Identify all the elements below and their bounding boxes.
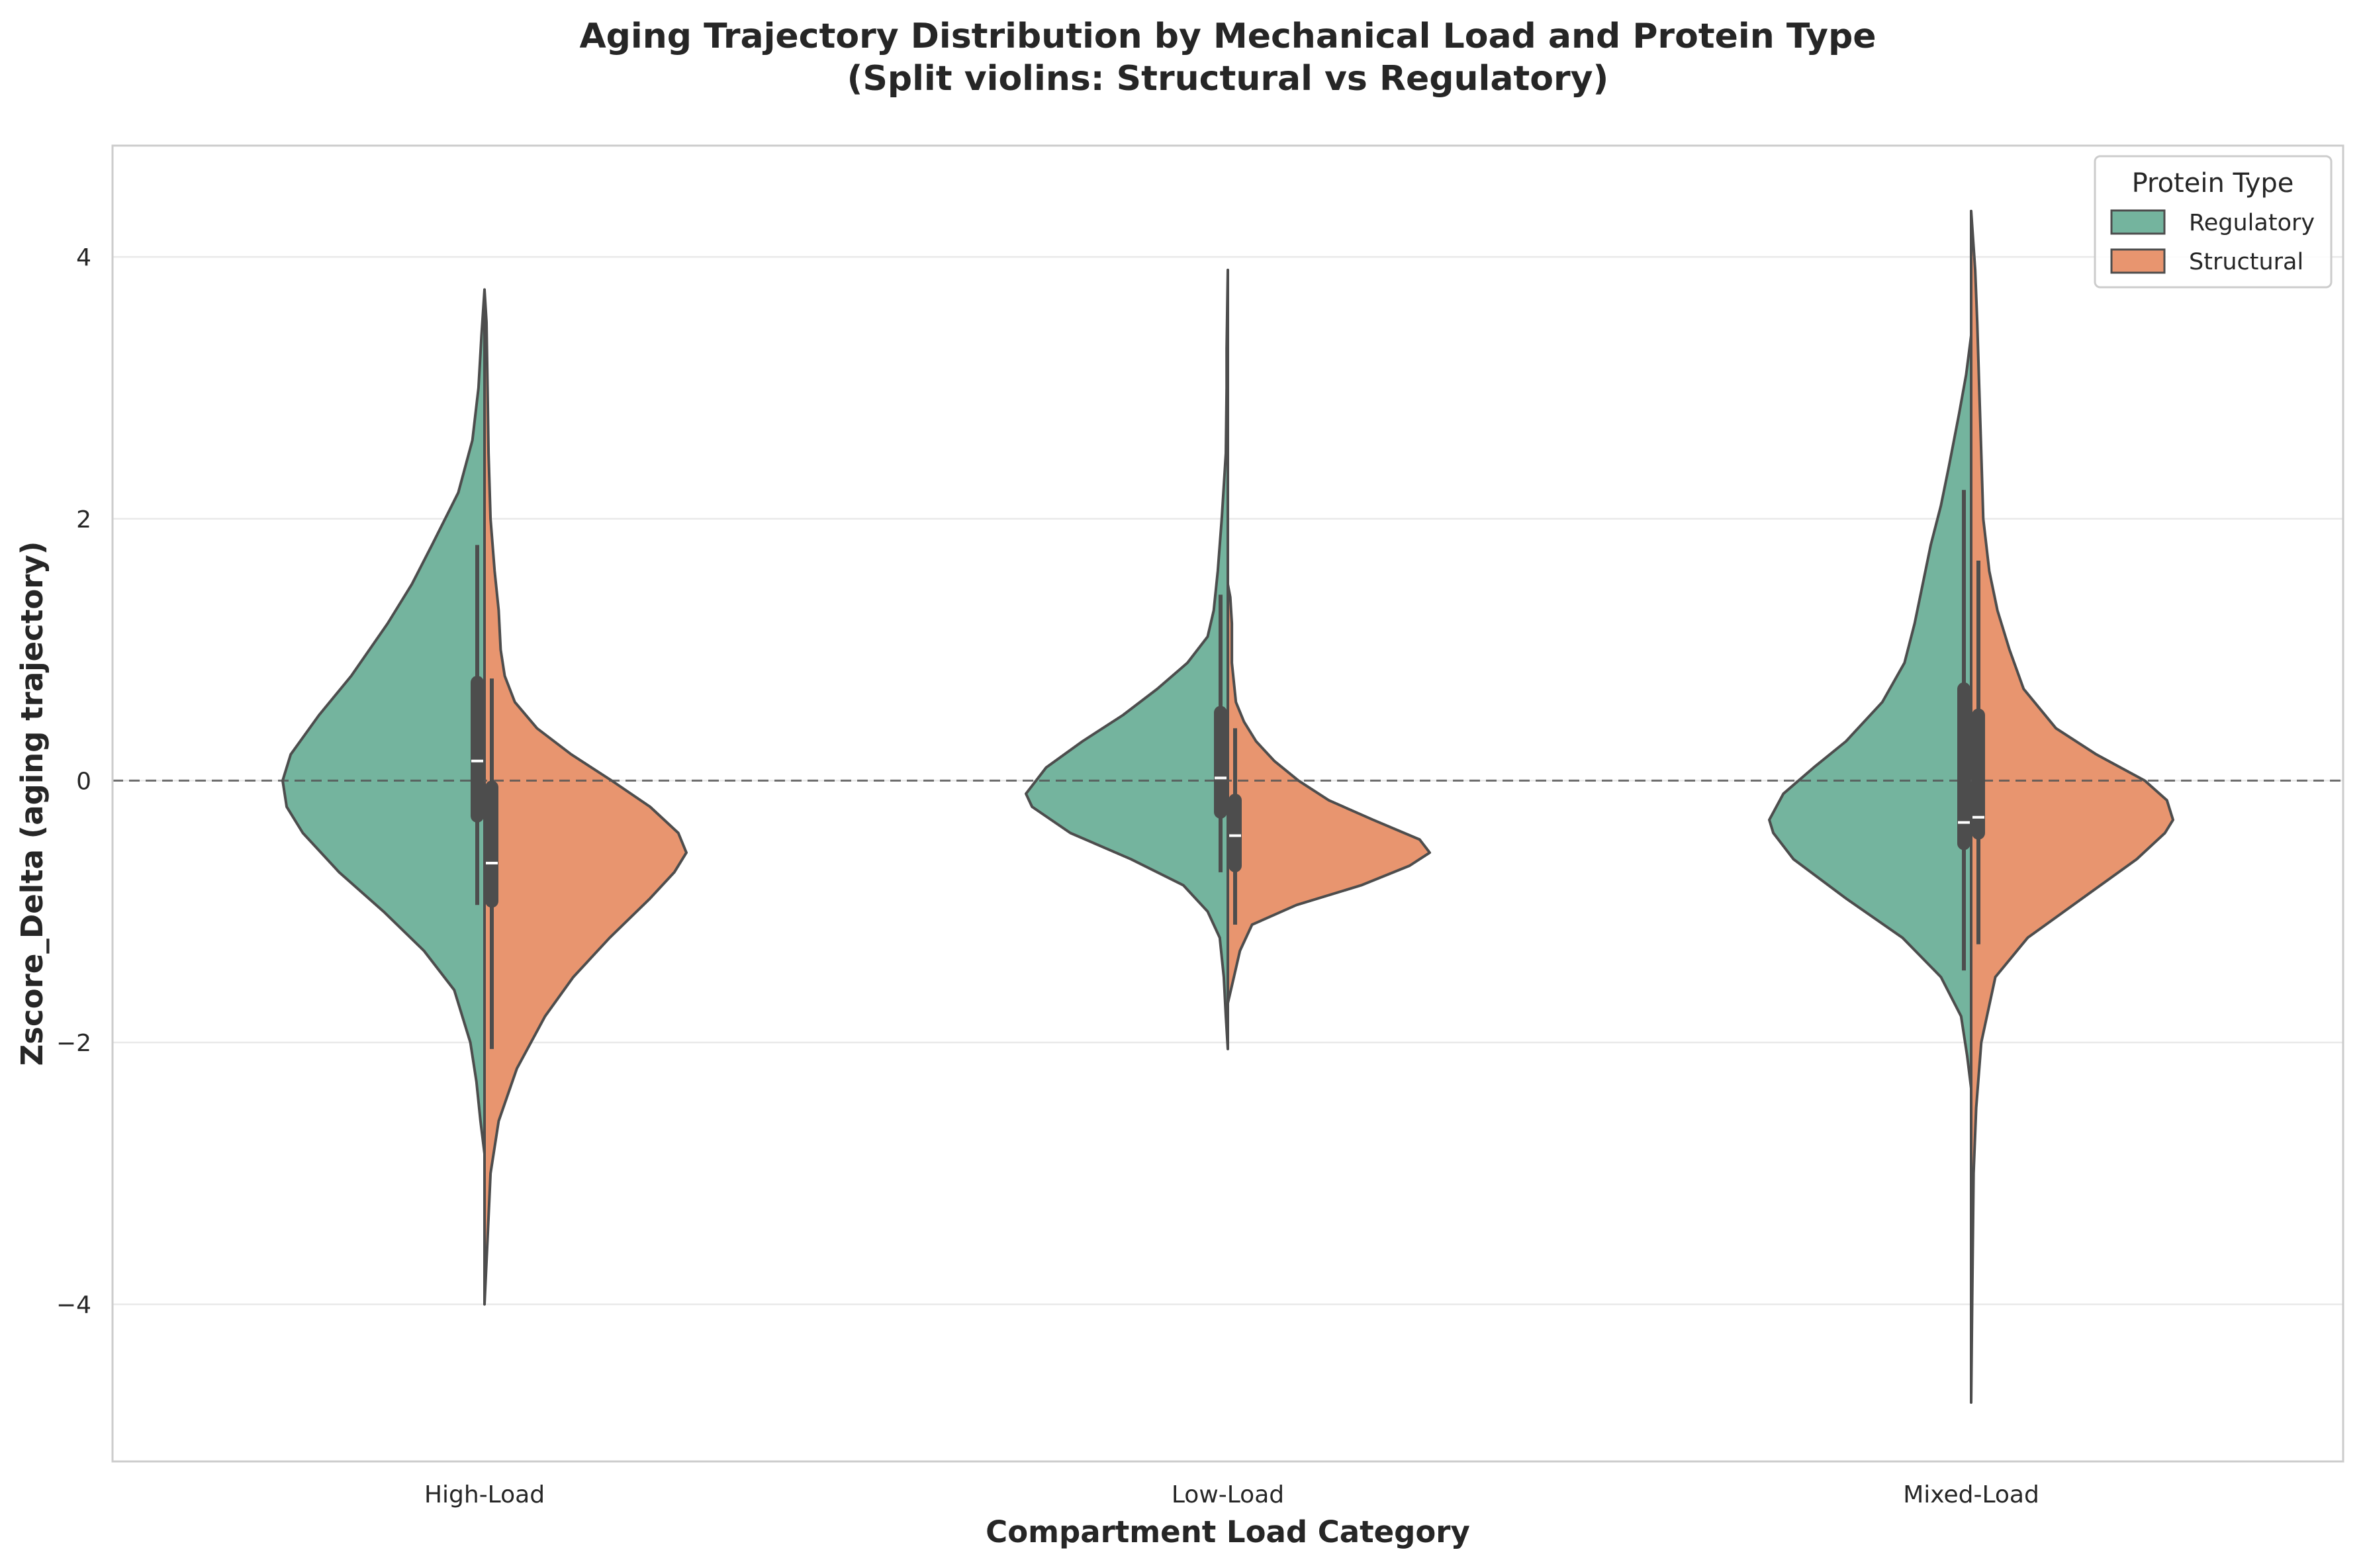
legend-swatch-structural	[2110, 248, 2166, 274]
y-tick-label: −2	[56, 1030, 91, 1057]
x-axis-ticks: High-Load Low-Load Mixed-Load	[424, 1481, 2039, 1508]
y-axis-ticks: −4 −2 0 2 4	[56, 244, 91, 1318]
y-tick-label: 2	[76, 506, 91, 533]
y-tick-label: 0	[76, 768, 91, 795]
violin-half-regulatory	[281, 288, 486, 1156]
inner-boxes	[471, 490, 1985, 1049]
y-axis-label: Zscore_Delta (aging trajectory)	[15, 541, 50, 1066]
legend-label-regulatory: Regulatory	[2189, 210, 2315, 236]
y-tick-label: −4	[56, 1292, 91, 1319]
violin-half-structural	[1970, 209, 2174, 1404]
violin-half-structural	[1227, 582, 1431, 1005]
x-tick-label: Low-Load	[1172, 1481, 1284, 1508]
legend-swatch-regulatory	[2110, 209, 2166, 235]
legend-title: Protein Type	[2132, 168, 2294, 199]
chart-subtitle: (Split violins: Structural vs Regulatory…	[847, 59, 1609, 99]
y-tick-label: 4	[76, 244, 91, 271]
legend-label-structural: Structural	[2189, 249, 2303, 275]
x-tick-label: High-Load	[424, 1481, 545, 1508]
violin-half-structural	[483, 288, 688, 1306]
x-axis-label: Compartment Load Category	[986, 1514, 1470, 1549]
violins	[281, 209, 2174, 1404]
x-tick-label: Mixed-Load	[1903, 1481, 2039, 1508]
violin-half-regulatory	[1768, 334, 1972, 1090]
chart-title: Aging Trajectory Distribution by Mechani…	[579, 17, 1876, 56]
legend-entries: Regulatory Structural	[2110, 209, 2315, 275]
legend: Protein Type Regulatory Structural	[2094, 155, 2333, 289]
plot-frame	[111, 144, 2344, 1463]
violin-half-regulatory	[1025, 268, 1229, 1050]
